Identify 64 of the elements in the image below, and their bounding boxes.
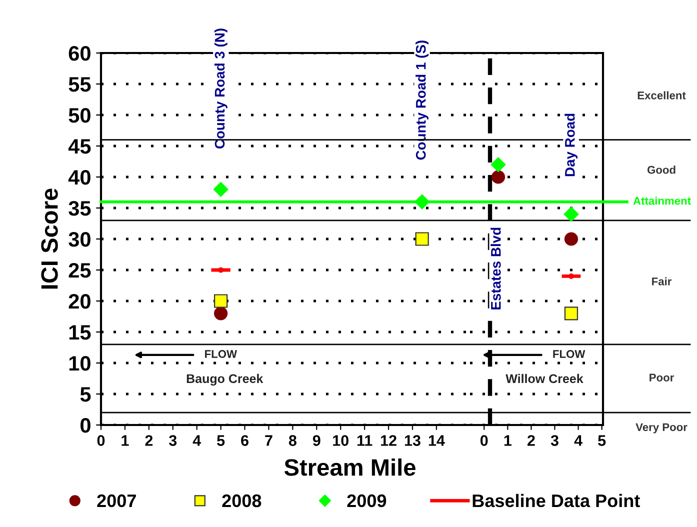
x-tick-label: 1 <box>122 435 129 446</box>
ref-line-label: Attainment <box>633 196 691 205</box>
x-tick-label: 11 <box>357 435 372 446</box>
point <box>564 206 579 222</box>
x-tick-label: 3 <box>168 435 177 446</box>
y-tick-label: 45 <box>68 139 91 154</box>
x-tick-label: 4 <box>192 435 202 446</box>
y-tick-label: 30 <box>68 232 90 247</box>
legend-label: 2007 <box>97 494 136 508</box>
text: Excellent <box>638 91 686 100</box>
y-tick-label: 5 <box>80 387 91 402</box>
point <box>568 273 574 279</box>
y-tick-label: 50 <box>68 108 90 123</box>
annotation: County Road 1 (S) <box>416 40 429 160</box>
x-tick-label: 6 <box>241 435 248 446</box>
point <box>415 232 429 246</box>
y-axis-title: ICI Score <box>41 188 58 289</box>
ref-line-label: Estates Blvd <box>490 228 501 310</box>
x-tick-label: 9 <box>312 435 320 446</box>
annotation: FLOW <box>205 350 238 358</box>
annotation: FLOW <box>553 350 586 358</box>
x-tick-label: 2 <box>527 435 535 446</box>
legend-label: Baseline Data Point <box>472 494 640 508</box>
point <box>214 294 228 308</box>
x-tick-label: 10 <box>333 435 348 446</box>
x-tick-label: 5 <box>598 435 606 446</box>
x-tick-label: 0 <box>480 435 488 446</box>
text: Poor <box>650 374 674 382</box>
text: Very Poor <box>636 423 688 434</box>
x-tick-label: 4 <box>574 435 582 446</box>
y-tick-label: 10 <box>69 356 90 371</box>
legend-label: 2009 <box>347 494 386 508</box>
annotation: Baugo Creek <box>186 374 264 386</box>
x-tick-label: 14 <box>428 435 445 446</box>
text: Fair <box>652 277 672 286</box>
annotation: Willow Creek <box>506 374 584 384</box>
y-tick-label: 55 <box>68 77 91 92</box>
point <box>214 306 228 320</box>
y-tick-label: 0 <box>80 418 90 433</box>
point <box>213 182 228 197</box>
x-tick-label: 12 <box>381 435 396 446</box>
x-tick-label: 0 <box>97 435 105 446</box>
point <box>490 157 506 172</box>
legend-label: 2008 <box>222 494 262 508</box>
y-tick-label: 25 <box>68 263 91 278</box>
y-tick-label: 20 <box>68 294 90 309</box>
point <box>564 306 578 320</box>
annotation: County Road 3 (N) <box>214 28 228 149</box>
y-tick-label: 40 <box>68 170 90 185</box>
y-tick-label: 15 <box>69 325 91 340</box>
point <box>491 170 506 184</box>
x-tick-label: 13 <box>404 435 420 446</box>
x-tick-label: 1 <box>504 435 512 446</box>
x-tick-label: 5 <box>217 435 225 446</box>
x-tick-label: 7 <box>265 435 272 446</box>
annotation: Day Road <box>564 114 578 176</box>
point <box>564 232 578 246</box>
x-tick-label: 8 <box>288 435 296 446</box>
x-tick-label: 3 <box>550 435 558 446</box>
text: Good <box>647 166 676 174</box>
x-tick-label: 2 <box>145 435 153 446</box>
y-tick-label: 60 <box>68 46 90 61</box>
y-tick-label: 35 <box>68 201 91 216</box>
x-axis-title: Stream Mile <box>284 458 416 476</box>
